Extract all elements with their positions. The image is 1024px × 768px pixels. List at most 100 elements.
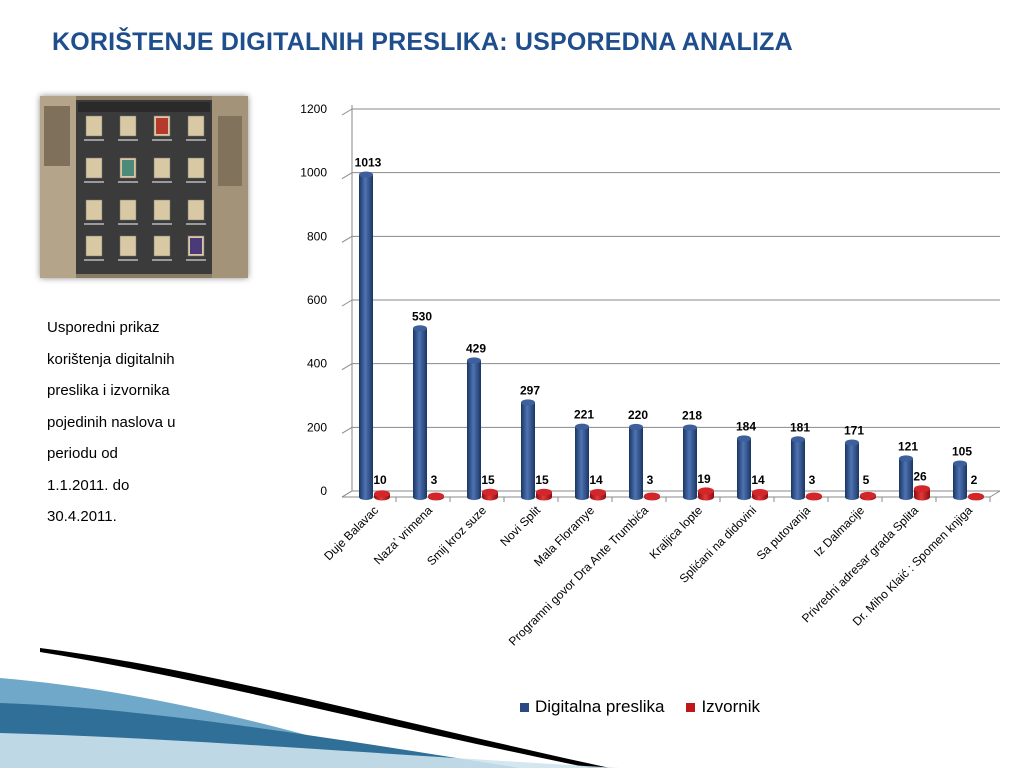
bar-digital-cap: [899, 455, 913, 462]
data-label-digital: 181: [790, 420, 810, 434]
bar-digital: [629, 426, 643, 497]
data-label-original: 3: [647, 473, 654, 487]
data-label-digital: 429: [466, 341, 486, 355]
bar-original-cap: [860, 491, 876, 499]
y-tick-label: 1000: [300, 166, 327, 180]
caption-line: 30.4.2011.: [47, 508, 117, 525]
bar-digital-cap: [413, 325, 427, 332]
x-category-label: Kraljica lopte: [647, 503, 706, 562]
bar-digital: [899, 458, 913, 497]
bar-digital-base: [845, 493, 859, 501]
bar-digital-cap: [953, 460, 967, 467]
caption-line: preslika i izvornika: [47, 382, 170, 399]
data-label-digital: 297: [520, 383, 540, 397]
data-label-digital: 220: [628, 408, 648, 422]
data-label-original: 14: [751, 473, 765, 487]
bar-original-cap: [428, 492, 444, 500]
bar-digital: [791, 439, 805, 497]
y-tick-label: 600: [307, 293, 327, 307]
bar-digital-base: [359, 493, 373, 501]
gridline-depth: [341, 490, 353, 498]
bar-digital: [521, 402, 535, 497]
bar-digital-base: [737, 493, 751, 501]
bar-original-cap: [806, 492, 822, 500]
y-tick-label: 1200: [300, 102, 327, 116]
data-label-digital: 218: [682, 409, 702, 423]
bar-original-cap: [968, 492, 984, 500]
bar-digital-cap: [683, 424, 697, 431]
bar-original-cap: [536, 488, 552, 496]
legend-item-digital: Digitalna preslika: [520, 697, 664, 717]
data-label-original: 2: [971, 473, 978, 487]
bar-digital-cap: [737, 435, 751, 442]
bar-original: [914, 488, 930, 497]
chart-legend: Digitalna preslika Izvornik: [520, 697, 760, 717]
data-label-digital: 121: [898, 439, 918, 453]
bar-original-base: [914, 493, 930, 501]
data-label-original: 15: [535, 473, 549, 487]
bar-digital: [359, 174, 373, 498]
bar-digital-base: [683, 493, 697, 501]
data-label-original: 3: [809, 473, 816, 487]
data-label-digital: 184: [736, 419, 756, 433]
gridline-depth: [341, 172, 353, 180]
caption-line: Usporedni prikaz: [47, 319, 160, 336]
digital-collection-thumbnail: [40, 96, 248, 278]
data-label-digital: 171: [844, 424, 864, 438]
data-label-original: 19: [697, 472, 711, 486]
x-category-label: Duje Balavac: [321, 503, 381, 563]
x-category-label: Dr. Miho Klaić : Spomen knjiga: [850, 503, 976, 629]
legend-swatch-original: [686, 702, 696, 712]
data-label-digital: 1013: [355, 156, 382, 170]
bar-original-cap: [914, 485, 930, 493]
bar-original-cap: [374, 490, 390, 498]
bar-chart: 0 200 400 600 800 1000 1200 1013 10 Duje Balavac 5…: [300, 102, 1001, 648]
bar-digital-cap: [521, 399, 535, 406]
caption-line: periodu od: [47, 445, 118, 462]
x-category-label: Novi Split: [497, 503, 543, 549]
data-label-original: 15: [481, 473, 495, 487]
bar-digital: [683, 427, 697, 497]
caption: Usporedni prikaz korištenja digitalnih p…: [47, 312, 217, 533]
data-label-digital: 530: [412, 309, 432, 323]
bar-digital-base: [521, 493, 535, 501]
bar-digital-cap: [629, 423, 643, 431]
bar-original-cap: [482, 488, 498, 496]
y-tick-label: 0: [320, 484, 327, 498]
bar-digital-cap: [845, 439, 859, 446]
bar-digital-base: [791, 493, 805, 501]
bar-digital: [953, 463, 967, 497]
legend-label-original: Izvornik: [701, 697, 761, 716]
data-label-original: 3: [431, 473, 438, 487]
bar-digital-base: [467, 493, 481, 501]
bar-digital: [845, 442, 859, 497]
caption-line: 1.1.2011. do: [47, 476, 130, 494]
x-category-label: Iz Dalmacije: [811, 503, 867, 559]
bar-digital: [467, 360, 481, 497]
gridline-depth: [341, 426, 353, 434]
gridline-depth: [341, 363, 353, 371]
decorative-corner-swoosh: [0, 648, 620, 768]
data-label-digital: 105: [952, 445, 972, 459]
legend-label-digital: Digitalna preslika: [535, 697, 665, 716]
y-tick-label: 800: [307, 229, 327, 243]
chart-floor-edge-depth: [989, 490, 1001, 498]
bar-digital-base: [629, 493, 643, 501]
bar-digital-cap: [359, 171, 373, 178]
bar-digital: [737, 438, 751, 497]
bar-digital-base: [953, 493, 967, 501]
bar-digital-cap: [467, 357, 481, 364]
x-category-label: Sa putovanja: [754, 503, 814, 563]
bar-digital: [575, 426, 589, 497]
bar-digital-cap: [791, 436, 805, 443]
legend-item-original: Izvornik: [686, 697, 760, 717]
y-tick-label: 200: [307, 420, 327, 434]
data-label-digital: 221: [574, 408, 594, 422]
gridline-depth: [341, 299, 353, 307]
y-tick-label: 400: [307, 357, 327, 371]
bar-digital: [413, 328, 427, 497]
gridline-depth: [341, 108, 353, 116]
caption-line: pojedinih naslova u: [47, 413, 176, 431]
bar-digital-base: [413, 493, 427, 501]
caption-line: korištenja digitalnih: [47, 350, 175, 368]
